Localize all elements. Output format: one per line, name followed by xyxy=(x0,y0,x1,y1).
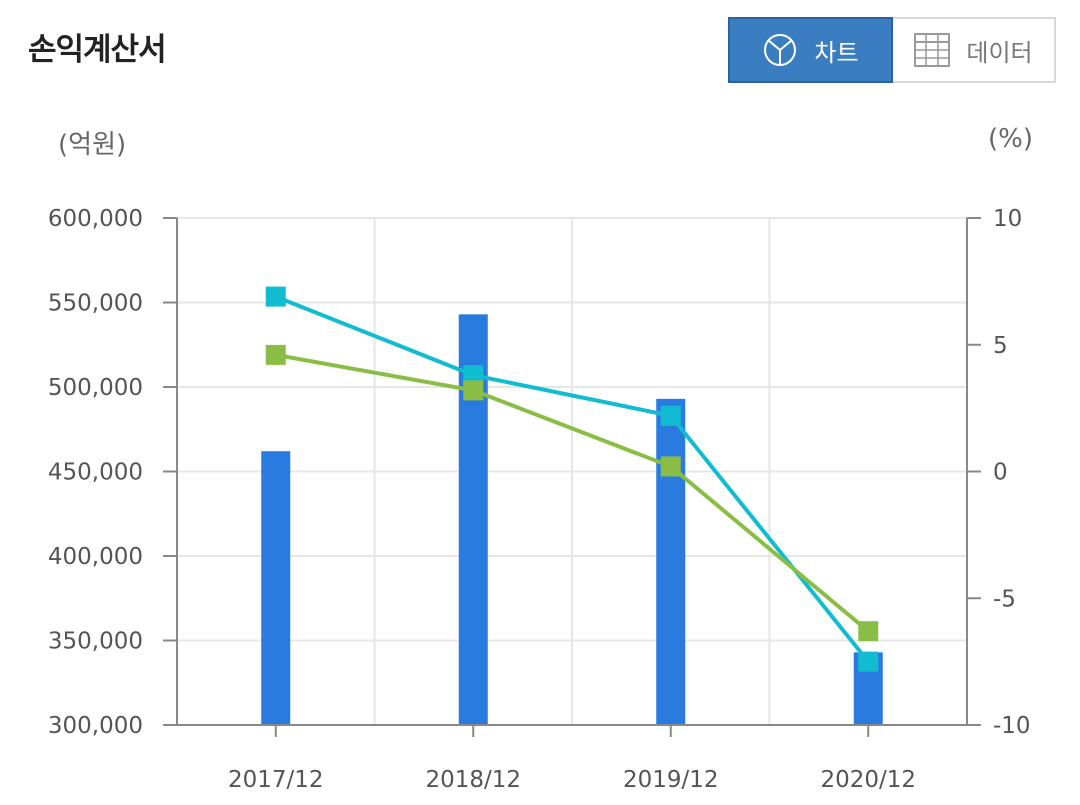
right-axis-tick-label: 10 xyxy=(993,206,1022,232)
line-series-2 xyxy=(275,352,870,633)
table-grid-icon xyxy=(914,33,951,67)
line-series-2-marker-2017/12 xyxy=(265,344,286,365)
x-axis-tick-label: 2020/12 xyxy=(820,767,916,793)
line-series-2-marker-2018/12 xyxy=(463,380,484,401)
data-view-button[interactable]: 데이터 xyxy=(893,17,1056,83)
bar-2019/12 xyxy=(656,398,686,725)
x-axis-tick-label: 2018/12 xyxy=(425,767,521,793)
right-axis-tick-label: 5 xyxy=(993,333,1008,359)
chart-view-button[interactable]: 차트 xyxy=(728,17,893,83)
left-axis-tick-label: 450,000 xyxy=(48,460,143,486)
left-axis-tick-label: 300,000 xyxy=(48,713,143,739)
pie-chart-icon xyxy=(764,34,797,66)
x-axis-tick-label: 2019/12 xyxy=(623,767,719,793)
left-axis-tick-label: 550,000 xyxy=(48,291,143,317)
line-series-1-marker-2018/12 xyxy=(463,365,484,386)
view-toggle: 차트 데이터 xyxy=(728,17,1056,83)
line-series-1-marker-2017/12 xyxy=(265,286,286,307)
right-axis-tick-label: -5 xyxy=(993,586,1016,612)
left-axis-tick-label: 500,000 xyxy=(48,375,143,401)
x-axis-tick-label: 2017/12 xyxy=(228,767,324,793)
data-view-label: 데이터 xyxy=(966,38,1033,67)
line-series-1 xyxy=(275,294,870,663)
chart-view-label: 차트 xyxy=(814,38,859,67)
bar-2017/12 xyxy=(261,451,291,725)
left-axis-tick-label: 400,000 xyxy=(48,544,143,570)
left-axis-unit: (억원) xyxy=(58,130,127,160)
right-axis-tick-label: 0 xyxy=(993,460,1008,486)
line-series-1-marker-2020/12 xyxy=(858,651,879,672)
right-axis-unit: (%) xyxy=(988,124,1033,154)
page-title: 손익계산서 xyxy=(28,32,167,68)
line-series-1-marker-2019/12 xyxy=(660,405,681,426)
right-axis-tick-label: -10 xyxy=(993,713,1031,739)
left-axis-tick-label: 600,000 xyxy=(48,206,143,232)
line-series-2-marker-2020/12 xyxy=(858,621,879,642)
line-series-2-marker-2019/12 xyxy=(660,456,681,477)
left-axis-tick-label: 350,000 xyxy=(48,629,143,655)
